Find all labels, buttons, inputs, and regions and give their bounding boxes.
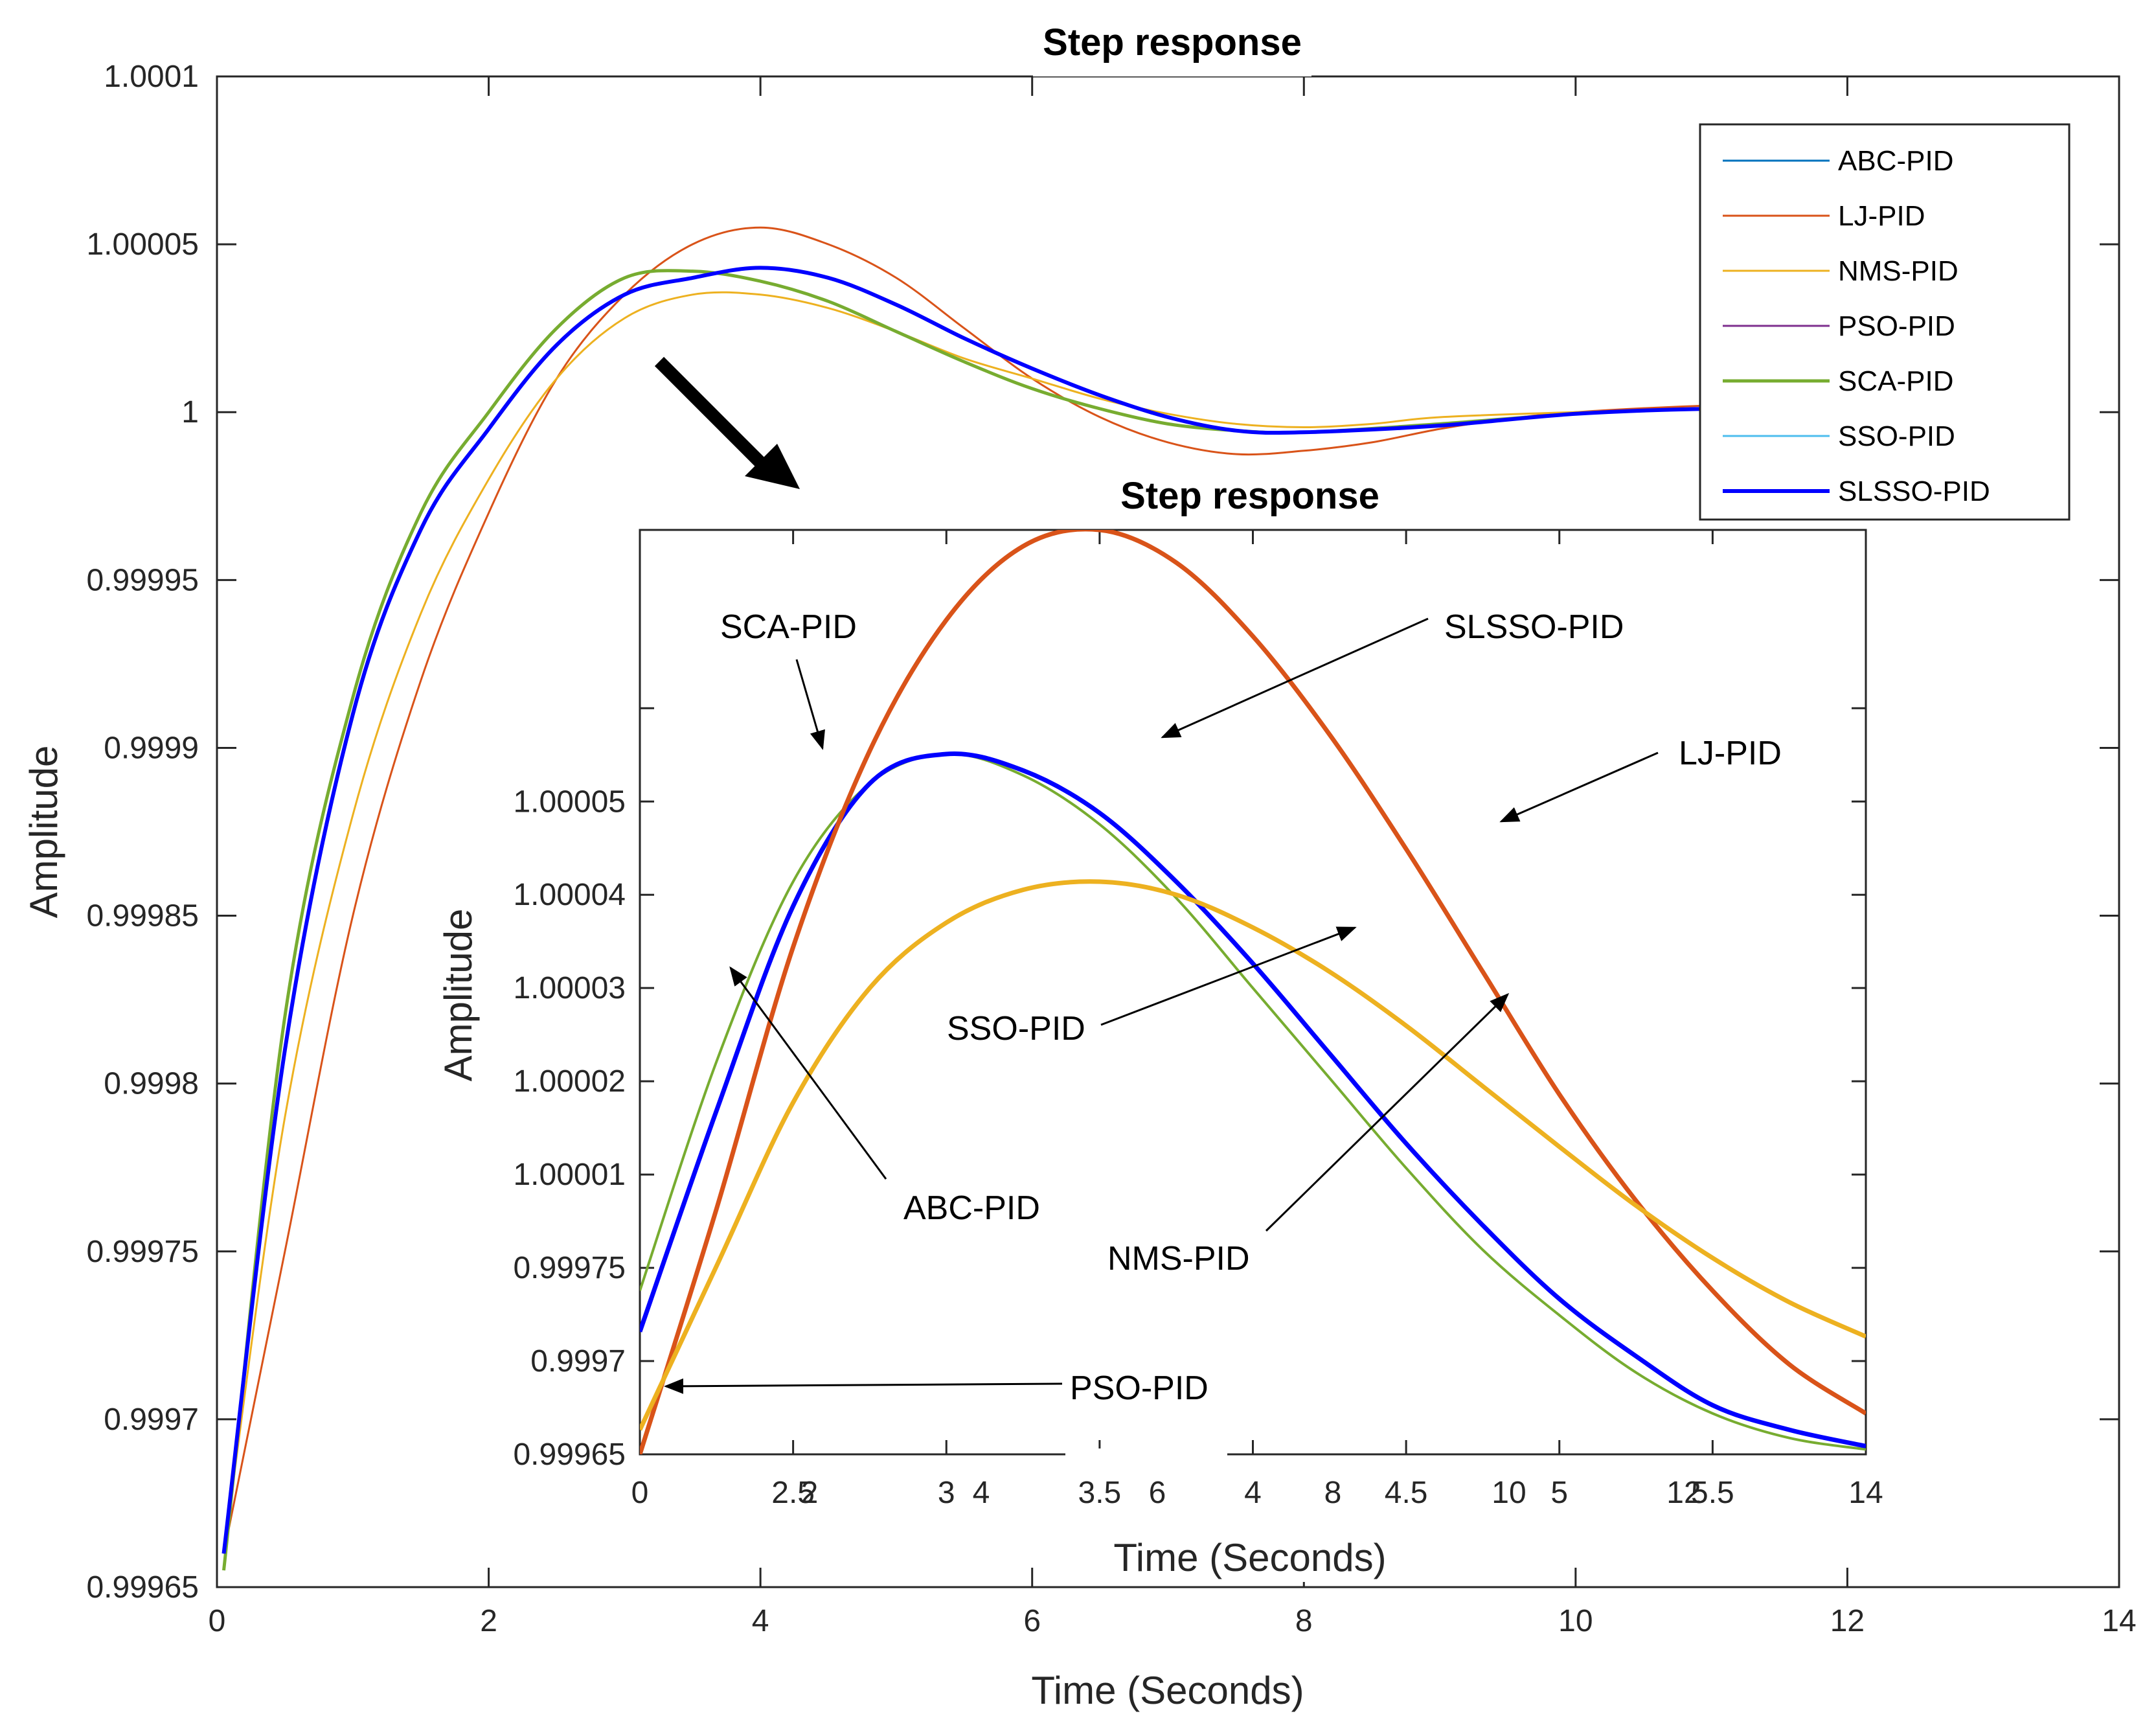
inset-x-tick-label-behind: 2 [801,1476,819,1510]
main-y-tick-label: 0.99965 [86,1570,199,1605]
annotation-sca: SCA-PID [720,608,857,750]
main-x-axis-label: Time (Seconds) [1031,1669,1304,1712]
annotation-sso-label: SSO-PID [947,1010,1085,1048]
inset-y-tick-label: 1.00005 [513,784,626,819]
inset-series-group [640,530,1866,1454]
legend-label-slsso-pid: SLSSO-PID [1838,475,1990,507]
main-y-tick-label: 0.99995 [86,563,199,597]
inset-series-sca-pid [640,752,1866,1451]
main-series-slsso-pid [221,266,1875,1554]
inset-y-axis-label: Amplitude [437,909,480,1082]
annotation-lj: LJ-PID [1499,735,1782,823]
main-x-tick-label: 0 [209,1604,226,1638]
legend-label-sca-pid: SCA-PID [1838,365,1953,397]
inset-y-tick-label: 1.00004 [513,878,626,912]
main-x-axis: 0 2 4 6 8 10 12 14 [209,76,2137,1638]
annotation-sso: SSO-PID [947,926,1357,1048]
main-y-tick-label: 1.00005 [86,227,199,262]
inset-x-tick-label: 3 [938,1476,955,1510]
legend-label-lj-pid: LJ-PID [1838,200,1925,232]
inset-x-tick-label: 0 [631,1476,649,1510]
annotation-sca-label: SCA-PID [720,608,857,646]
inset-xlabel-background [1078,1524,1415,1582]
inset-x-axis-label: Time (Seconds) [1113,1536,1386,1579]
legend-box [1699,123,2071,521]
inset-x-tick-label: 14 [1848,1476,1883,1510]
main-x-tick-label: 12 [1830,1604,1865,1638]
inset-x-tick-label: 3.5 [1078,1476,1122,1510]
annotation-slsso-label: SLSSO-PID [1444,608,1624,646]
legend-label-pso-pid: PSO-PID [1838,310,1955,342]
annotation-pso-label: PSO-PID [1070,1369,1208,1407]
main-y-tick-label: 0.99975 [86,1235,199,1269]
inset-plot-area [639,529,1867,1456]
zoom-arrow [654,356,800,489]
inset-x-tick-label-behind: 10 [1492,1476,1526,1510]
main-series-group [221,226,1875,1571]
main-y-tick-label: 0.9998 [104,1067,199,1101]
inset-x-tick-label: 2.5 [771,1476,815,1510]
inset-x-tick-label: 5 [1550,1476,1568,1510]
annotation-abc: ABC-PID [729,966,1040,1227]
inset-x-tick-label: 4 [1244,1476,1262,1510]
main-series-nms-pid [223,291,1875,1554]
inset-y-tick-label: 0.9997 [530,1344,626,1379]
legend-label-sso-pid: SSO-PID [1838,420,1955,452]
main-y-tick-label: 1.0001 [104,60,199,94]
annotation-nms-label: NMS-PID [1107,1240,1250,1277]
inset-y-tick-label: 1.00003 [513,971,626,1005]
inset-y-axis: 0.99965 0.9997 0.99975 1.00001 1.00002 1.0000… [513,707,1866,1472]
main-x-tick-label: 6 [1023,1604,1041,1638]
annotations: SCA-PID SLSSO-PID LJ-PID SSO-PID ABC-PID… [664,608,1782,1407]
inset-bottom-gap [1065,1448,1227,1460]
annotation-lj-label: LJ-PID [1679,735,1782,772]
legend-label-nms-pid: NMS-PID [1838,255,1958,287]
main-y-tick-label: 0.9997 [104,1403,199,1437]
inset-plot: 2 4 6 8 10 12 0.99965 0.9997 0.99975 1.00001 1.00… [437,465,1883,1582]
inset-series-slsso-pid [640,751,1866,1448]
annotation-pso: PSO-PID [664,1369,1208,1407]
main-x-tick-label: 14 [2102,1604,2136,1638]
inset-series-lj-pid [640,530,1866,1454]
main-x-tick-label: 10 [1558,1604,1593,1638]
inset-x-tick-label-behind: 12 [1666,1476,1701,1510]
inset-series-nms-pid [640,879,1866,1431]
main-y-tick-label: 0.99985 [86,899,199,933]
annotation-abc-label: ABC-PID [903,1189,1040,1227]
main-x-tick-label: 4 [752,1604,769,1638]
inset-x-tick-label: 4.5 [1385,1476,1428,1510]
inset-x-tick-label: 5.5 [1691,1476,1734,1510]
inset-title: Step response [1120,475,1379,517]
inset-y-tick-label: 0.99965 [513,1437,626,1472]
main-y-axis-label: Amplitude [22,746,65,919]
main-title: Step response [1043,21,1302,63]
inset-x-tick-label-behind: 4 [973,1476,990,1510]
legend-label-abc-pid: ABC-PID [1838,145,1953,177]
inset-x-axis: 0 2.5 3 3.5 4 4.5 5 5.5 14 [631,530,1883,1510]
main-x-tick-label: 8 [1295,1604,1313,1638]
annotation-slsso: SLSSO-PID [1161,608,1624,739]
main-y-tick-label: 1 [181,395,199,429]
inset-x-axis-behind: 2 4 6 8 10 12 [801,1476,1701,1510]
inset-y-tick-label: 0.99975 [513,1251,626,1285]
main-y-axis: 0.999650.99970.999750.99980.999850.99990… [86,60,2119,1605]
main-title-background [1033,19,1311,76]
inset-x-tick-label-behind: 8 [1324,1476,1342,1510]
inset-title-background [1062,465,1438,527]
inset-x-tick-label-behind: 6 [1149,1476,1166,1510]
inset-y-tick-label: 1.00001 [513,1158,626,1192]
main-x-tick-label: 2 [480,1604,497,1638]
annotation-nms: NMS-PID [1107,992,1510,1277]
main-y-tick-label: 0.9999 [104,731,199,765]
inset-y-tick-label: 1.00002 [513,1064,626,1099]
legend: ABC-PID LJ-PID NMS-PID PSO-PID SCA-PID SSO-PI… [1699,123,2071,521]
